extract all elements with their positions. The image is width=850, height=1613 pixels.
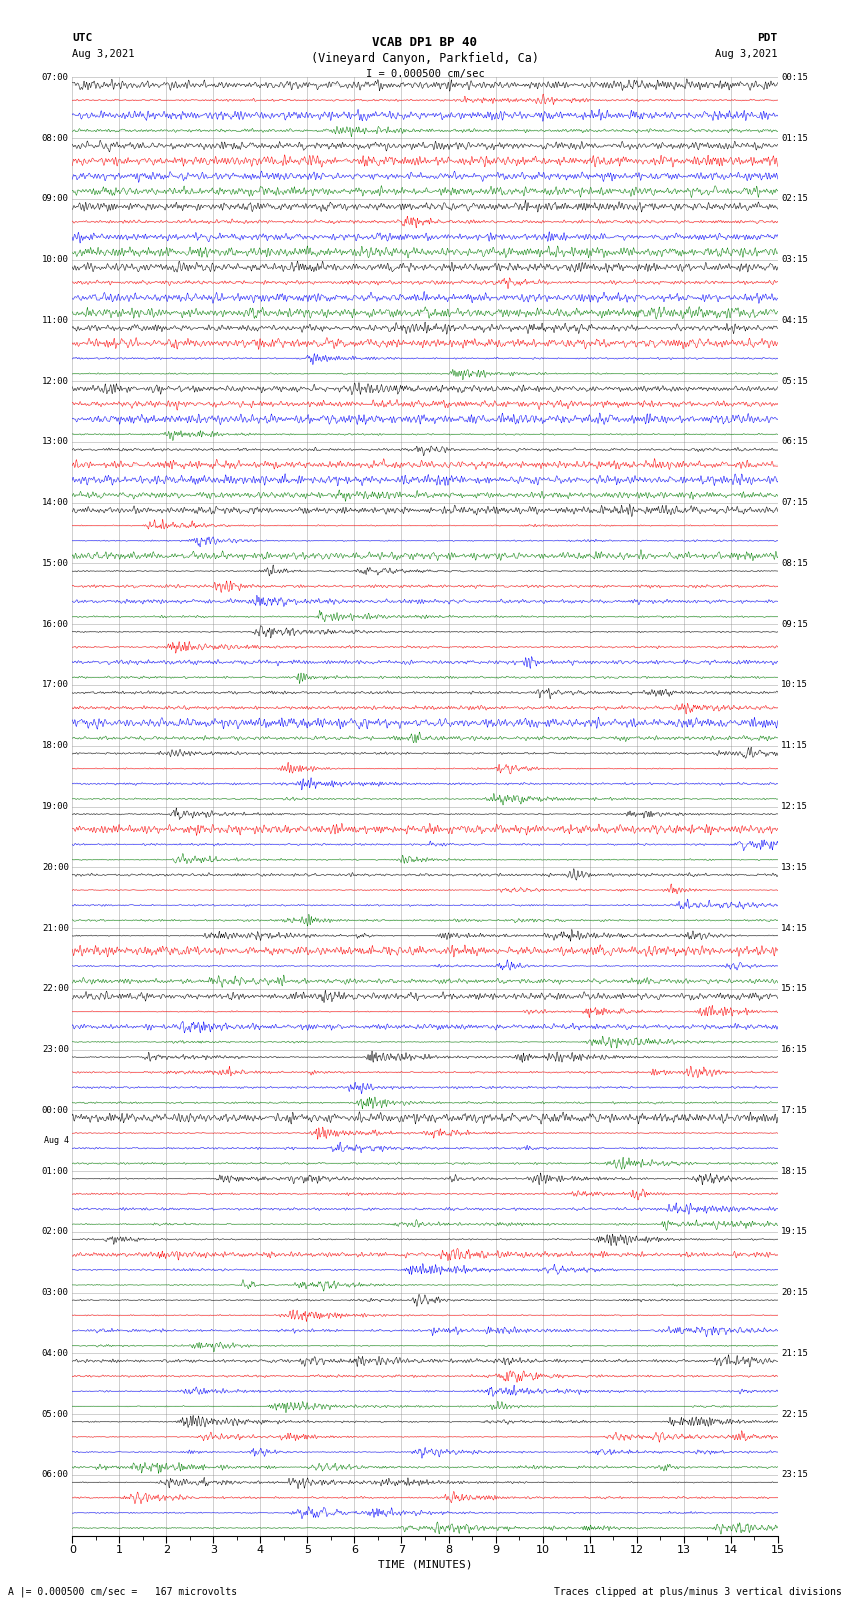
Text: 19:00: 19:00: [42, 802, 69, 811]
Text: 03:15: 03:15: [781, 255, 808, 265]
Text: 08:15: 08:15: [781, 560, 808, 568]
Text: A |= 0.000500 cm/sec =   167 microvolts: A |= 0.000500 cm/sec = 167 microvolts: [8, 1586, 238, 1597]
Text: 13:15: 13:15: [781, 863, 808, 871]
Text: 22:00: 22:00: [42, 984, 69, 994]
Text: 02:15: 02:15: [781, 195, 808, 203]
Text: 16:15: 16:15: [781, 1045, 808, 1053]
Text: PDT: PDT: [757, 32, 778, 44]
Text: Aug 4: Aug 4: [43, 1136, 69, 1145]
Text: 00:00: 00:00: [42, 1107, 69, 1115]
Text: I = 0.000500 cm/sec: I = 0.000500 cm/sec: [366, 69, 484, 79]
Text: 22:15: 22:15: [781, 1410, 808, 1418]
Text: Aug 3,2021: Aug 3,2021: [72, 50, 135, 60]
Text: 01:15: 01:15: [781, 134, 808, 142]
Text: 02:00: 02:00: [42, 1227, 69, 1236]
Text: 08:00: 08:00: [42, 134, 69, 142]
Text: 09:15: 09:15: [781, 619, 808, 629]
Text: 20:15: 20:15: [781, 1289, 808, 1297]
Text: 17:00: 17:00: [42, 681, 69, 689]
Text: 06:15: 06:15: [781, 437, 808, 447]
Text: 10:00: 10:00: [42, 255, 69, 265]
Text: Traces clipped at plus/minus 3 vertical divisions: Traces clipped at plus/minus 3 vertical …: [553, 1587, 842, 1597]
Text: 05:15: 05:15: [781, 377, 808, 386]
Text: 09:00: 09:00: [42, 195, 69, 203]
Text: 23:00: 23:00: [42, 1045, 69, 1053]
Text: 00:15: 00:15: [781, 73, 808, 82]
Text: 04:00: 04:00: [42, 1348, 69, 1358]
Text: (Vineyard Canyon, Parkfield, Ca): (Vineyard Canyon, Parkfield, Ca): [311, 52, 539, 66]
Text: 14:15: 14:15: [781, 924, 808, 932]
Text: 07:00: 07:00: [42, 73, 69, 82]
Text: 10:15: 10:15: [781, 681, 808, 689]
Text: 15:15: 15:15: [781, 984, 808, 994]
Text: UTC: UTC: [72, 32, 93, 44]
Text: 12:15: 12:15: [781, 802, 808, 811]
Text: 01:00: 01:00: [42, 1166, 69, 1176]
Text: 03:00: 03:00: [42, 1289, 69, 1297]
Text: 16:00: 16:00: [42, 619, 69, 629]
Text: 21:15: 21:15: [781, 1348, 808, 1358]
Text: 14:00: 14:00: [42, 498, 69, 506]
Text: 04:15: 04:15: [781, 316, 808, 324]
Text: 12:00: 12:00: [42, 377, 69, 386]
Text: 18:00: 18:00: [42, 742, 69, 750]
Text: 13:00: 13:00: [42, 437, 69, 447]
Text: 19:15: 19:15: [781, 1227, 808, 1236]
Text: 17:15: 17:15: [781, 1107, 808, 1115]
X-axis label: TIME (MINUTES): TIME (MINUTES): [377, 1560, 473, 1569]
Text: VCAB DP1 BP 40: VCAB DP1 BP 40: [372, 37, 478, 50]
Text: Aug 3,2021: Aug 3,2021: [715, 50, 778, 60]
Text: 06:00: 06:00: [42, 1471, 69, 1479]
Text: 15:00: 15:00: [42, 560, 69, 568]
Text: 11:15: 11:15: [781, 742, 808, 750]
Text: 11:00: 11:00: [42, 316, 69, 324]
Text: 07:15: 07:15: [781, 498, 808, 506]
Text: 21:00: 21:00: [42, 924, 69, 932]
Text: 05:00: 05:00: [42, 1410, 69, 1418]
Text: 23:15: 23:15: [781, 1471, 808, 1479]
Text: 18:15: 18:15: [781, 1166, 808, 1176]
Text: 20:00: 20:00: [42, 863, 69, 871]
